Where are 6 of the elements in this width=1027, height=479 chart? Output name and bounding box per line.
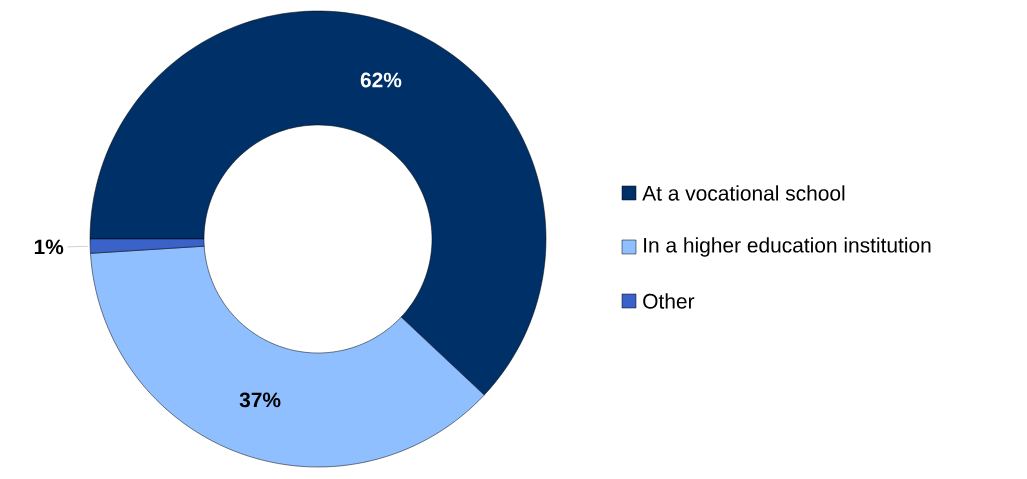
data-label: 37% <box>239 392 281 408</box>
legend-label: In a higher education institution <box>644 237 931 257</box>
legend-label: At a vocational school <box>642 185 845 201</box>
data-label: 62% <box>360 72 402 88</box>
legend-label: Other <box>643 293 695 309</box>
data-label: 1% <box>34 239 64 255</box>
